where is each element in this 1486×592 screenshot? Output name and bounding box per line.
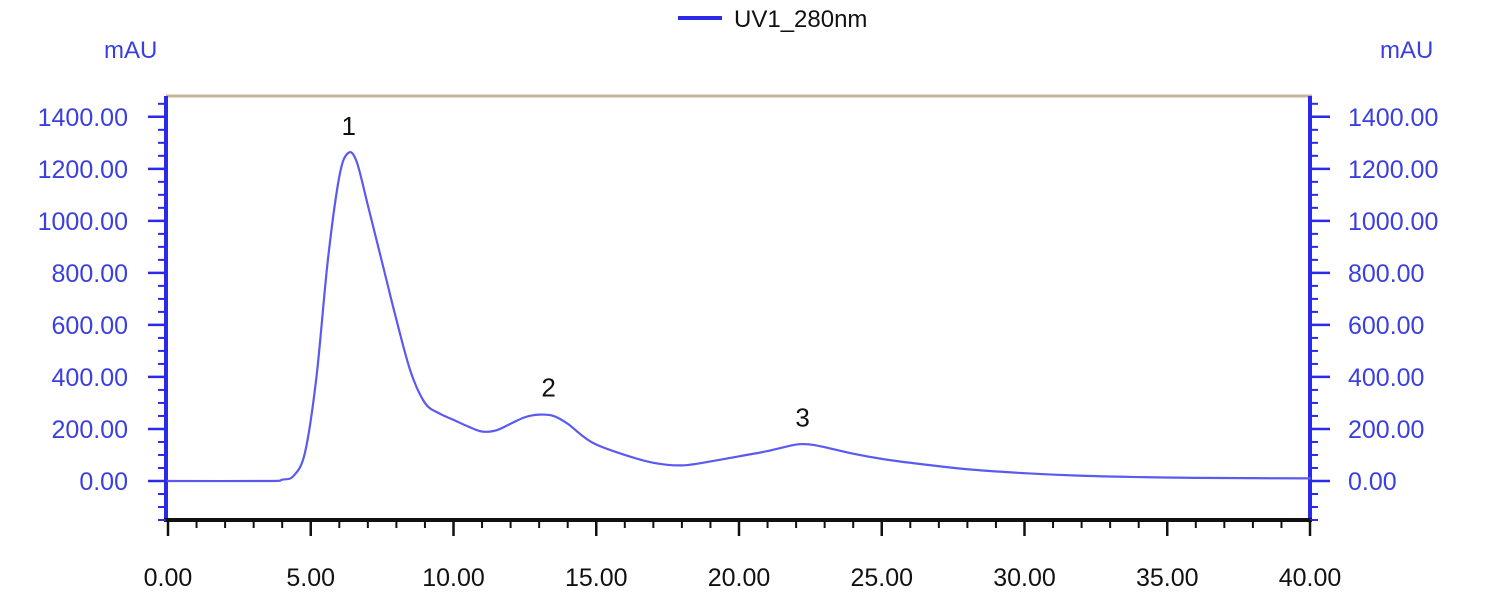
y-axis-unit-right: mAU <box>1380 37 1433 64</box>
y-tick-label-left: 1400.00 <box>38 104 128 132</box>
y-tick-label-right: 1200.00 <box>1348 156 1438 184</box>
series-layer <box>166 151 1312 483</box>
y-tick-label-right: 0.00 <box>1348 468 1397 496</box>
y-tick-label-left: 1200.00 <box>38 156 128 184</box>
y-tick-label-right: 1400.00 <box>1348 104 1438 132</box>
x-tick-label: 0.00 <box>144 564 193 592</box>
x-tick-label: 30.00 <box>993 564 1056 592</box>
x-tick-label: 35.00 <box>1136 564 1199 592</box>
y-axis-unit-left: mAU <box>104 37 157 64</box>
y-tick-label-left: 400.00 <box>52 364 128 392</box>
x-tick-label: 15.00 <box>565 564 628 592</box>
y-tick-label-right: 1000.00 <box>1348 208 1438 236</box>
y-tick-label-right: 200.00 <box>1348 416 1424 444</box>
x-tick-label: 5.00 <box>286 564 335 592</box>
legend-label: UV1_280nm <box>734 6 867 33</box>
peak-label: 2 <box>541 373 555 403</box>
y-tick-label-left: 200.00 <box>52 416 128 444</box>
y-tick-label-right: 800.00 <box>1348 260 1424 288</box>
peak-annotations: 1 2 3 <box>341 111 809 432</box>
x-axis-ticks: 0.00 5.00 10.00 15.00 20.00 25.00 30.00 35.00 40… <box>144 520 1342 592</box>
series-line <box>166 151 1312 483</box>
x-tick-label: 10.00 <box>422 564 485 592</box>
peak-label: 1 <box>341 111 355 141</box>
y-tick-label-left: 1000.00 <box>38 208 128 236</box>
y-tick-label-left: 0.00 <box>79 468 128 496</box>
x-tick-label: 40.00 <box>1279 564 1342 592</box>
y-tick-label-right: 600.00 <box>1348 312 1424 340</box>
x-tick-label: 25.00 <box>850 564 913 592</box>
y-tick-label-right: 400.00 <box>1348 364 1424 392</box>
y-tick-label-left: 800.00 <box>52 260 128 288</box>
x-tick-label: 20.00 <box>708 564 771 592</box>
y-axis-left-ticks: 0.00 200.00 400.00 600.00 800.00 1000.00 1200.… <box>38 102 166 521</box>
y-tick-label-left: 600.00 <box>52 312 128 340</box>
y-axis-right-ticks: 0.00 200.00 400.00 600.00 800.00 1000.00 1200.… <box>1310 102 1438 521</box>
legend: UV1_280nm <box>678 6 867 33</box>
peak-label: 3 <box>795 403 809 433</box>
